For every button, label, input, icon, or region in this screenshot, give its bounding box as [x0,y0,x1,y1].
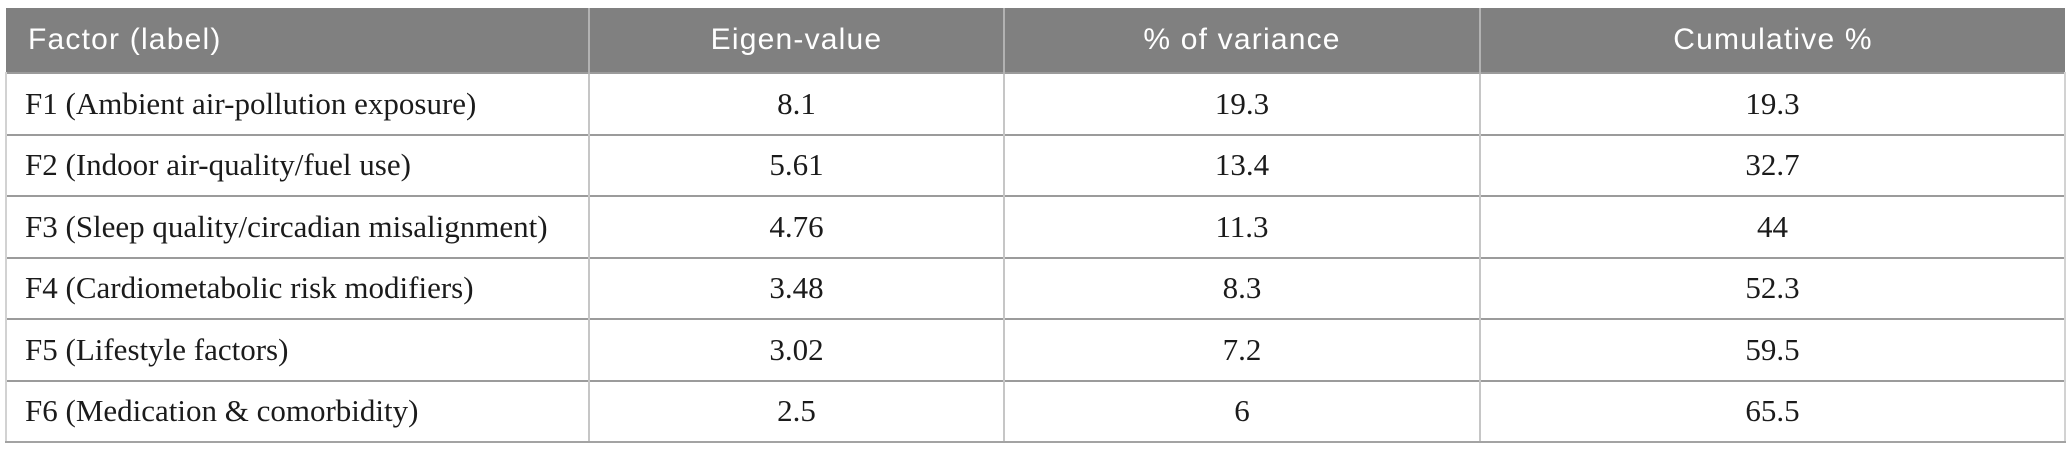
cumulative-pct-cell: 44 [1479,195,2066,258]
eigen-value-cell: 4.76 [588,195,1004,258]
factor-label-cell: F2 (Indoor air-quality/fuel use) [5,133,589,196]
pct-variance-cell: 13.4 [1003,133,1480,196]
cumulative-pct-cell: 19.3 [1479,72,2066,135]
column-header-factor-label: Factor (label) [6,8,589,73]
table-row-f3: F3 (Sleep quality/circadian misalignment… [5,195,2066,258]
table-row-f4: F4 (Cardiometabolic risk modifiers) 3.48… [5,256,2066,319]
column-header-eigen-value: Eigen-value [588,8,1004,73]
cumulative-pct-cell: 65.5 [1479,379,2066,443]
pct-variance-cell: 7.2 [1003,318,1480,381]
table-row-f5: F5 (Lifestyle factors) 3.02 7.2 59.5 [5,318,2066,381]
eigen-value-cell: 8.1 [588,72,1004,135]
eigen-value-cell: 5.61 [588,133,1004,196]
factor-label-cell: F1 (Ambient air-pollution exposure) [5,72,589,135]
factor-label-cell: F6 (Medication & comorbidity) [5,379,589,443]
pct-variance-cell: 8.3 [1003,256,1480,319]
column-header-cumulative-pct: Cumulative % [1479,8,2065,73]
table-row-f1: F1 (Ambient air-pollution exposure) 8.1 … [5,72,2066,135]
eigen-value-cell: 3.48 [588,256,1004,319]
eigen-value-cell: 2.5 [588,379,1004,443]
column-header-pct-variance: % of variance [1003,8,1480,73]
table-row-f6: F6 (Medication & comorbidity) 2.5 6 65.5 [5,379,2066,443]
pct-variance-cell: 19.3 [1003,72,1480,135]
table-header-row: Factor (label) Eigen-value % of variance… [6,8,2065,73]
pct-variance-cell: 11.3 [1003,195,1480,258]
factor-label-cell: F3 (Sleep quality/circadian misalignment… [5,195,589,258]
cumulative-pct-cell: 52.3 [1479,256,2066,319]
table-row-f2: F2 (Indoor air-quality/fuel use) 5.61 13… [5,133,2066,196]
factor-analysis-table-container: Factor (label) Eigen-value % of variance… [5,8,2066,443]
factor-label-cell: F5 (Lifestyle factors) [5,318,589,381]
eigen-value-cell: 3.02 [588,318,1004,381]
cumulative-pct-cell: 32.7 [1479,133,2066,196]
factor-analysis-table: Factor (label) Eigen-value % of variance… [5,8,2066,443]
pct-variance-cell: 6 [1003,379,1480,443]
factor-label-cell: F4 (Cardiometabolic risk modifiers) [5,256,589,319]
cumulative-pct-cell: 59.5 [1479,318,2066,381]
